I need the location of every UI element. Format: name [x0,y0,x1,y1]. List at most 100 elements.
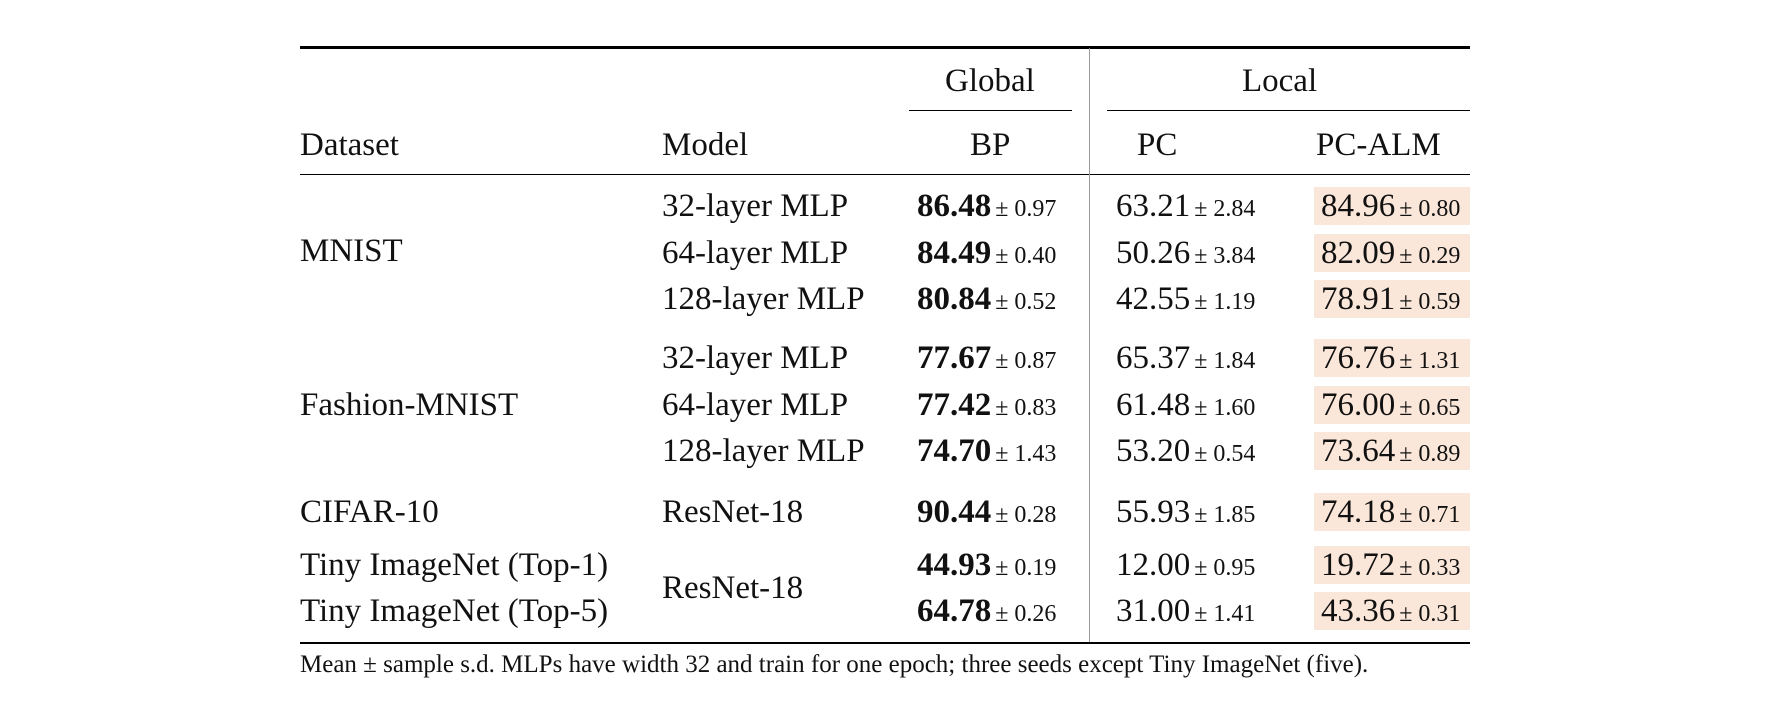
pc-value: 31.00 [1116,593,1191,629]
bottom-rule [300,642,1470,644]
dataset-tiny-top5: Tiny ImageNet (Top-5) [300,593,609,629]
bp-sd: ± 0.26 [995,601,1057,627]
pc-cell: 55.93 ± 1.85 [1116,496,1255,529]
pcalm-cell: 74.18 ± 0.71 [1321,496,1460,529]
pc-sd: ± 1.19 [1194,289,1256,315]
pcalm-value: 76.76 [1321,340,1396,376]
pcalm-highlight [1314,493,1470,531]
model-cell: 32-layer MLP [662,188,849,224]
model-cell: 128-layer MLP [662,433,865,469]
pcalm-highlight [1314,386,1470,424]
pc-cell: 12.00 ± 0.95 [1116,549,1255,582]
bp-cell: 64.78 ± 0.26 [917,595,1056,628]
pc-sd: ± 1.85 [1194,502,1256,528]
pcalm-sd: ± 0.31 [1399,601,1461,627]
pc-value: 42.55 [1116,281,1191,317]
pcalm-cell: 76.76 ± 1.31 [1321,342,1460,375]
pcalm-highlight [1314,592,1470,630]
pcalm-value: 19.72 [1321,547,1396,583]
pcalm-sd: ± 1.31 [1399,348,1461,374]
col-dataset-header: Dataset [300,127,399,163]
pcalm-value: 73.64 [1321,433,1396,469]
pcalm-value: 74.18 [1321,494,1396,530]
bp-cell: 84.49 ± 0.40 [917,237,1056,270]
col-pcalm-header: PC-ALM [1316,127,1441,163]
bp-sd: ± 0.19 [995,555,1057,581]
bp-sd: ± 0.52 [995,289,1057,315]
pc-sd: ± 0.95 [1194,555,1256,581]
pcalm-highlight [1314,234,1470,272]
top-rule [300,46,1470,49]
model-cell: 32-layer MLP [662,340,849,376]
bp-cell: 80.84 ± 0.52 [917,283,1056,316]
pcalm-cell: 19.72 ± 0.33 [1321,549,1460,582]
pc-cell: 61.48 ± 1.60 [1116,389,1255,422]
pcalm-sd: ± 0.59 [1399,289,1461,315]
bp-cell: 86.48 ± 0.97 [917,190,1056,223]
col-model-header: Model [662,127,749,163]
group-local-header: Local [1242,63,1318,99]
pc-sd: ± 2.84 [1194,196,1256,222]
bp-value: 74.70 [917,433,992,469]
header-rule [300,174,1470,175]
dataset-fashion-mnist: Fashion-MNIST [300,387,519,423]
pcalm-cell: 73.64 ± 0.89 [1321,435,1460,468]
model-cell: 64-layer MLP [662,235,849,271]
local-underline [1107,110,1470,111]
bp-cell: 90.44 ± 0.28 [917,496,1056,529]
bp-value: 44.93 [917,547,992,583]
pc-cell: 53.20 ± 0.54 [1116,435,1255,468]
pcalm-sd: ± 0.71 [1399,502,1461,528]
group-global-header: Global [945,63,1035,99]
pcalm-highlight [1314,432,1470,470]
bp-sd: ± 1.43 [995,441,1057,467]
pc-sd: ± 1.60 [1194,395,1256,421]
bp-sd: ± 0.40 [995,243,1057,269]
col-bp-header: BP [970,127,1011,163]
model-cell: 128-layer MLP [662,281,865,317]
pc-value: 55.93 [1116,494,1191,530]
bp-value: 77.67 [917,340,992,376]
bp-value: 84.49 [917,235,992,271]
bp-sd: ± 0.28 [995,502,1057,528]
pcalm-cell: 43.36 ± 0.31 [1321,595,1460,628]
pcalm-sd: ± 0.29 [1399,243,1461,269]
bp-cell: 77.42 ± 0.83 [917,389,1056,422]
pcalm-cell: 76.00 ± 0.65 [1321,389,1460,422]
pcalm-value: 78.91 [1321,281,1396,317]
bp-cell: 44.93 ± 0.19 [917,549,1056,582]
pcalm-cell: 82.09 ± 0.29 [1321,237,1460,270]
pc-value: 63.21 [1116,188,1191,224]
pc-sd: ± 1.84 [1194,348,1256,374]
dataset-mnist: MNIST [300,233,403,269]
pcalm-sd: ± 0.89 [1399,441,1461,467]
bp-value: 86.48 [917,188,992,224]
bp-cell: 77.67 ± 0.87 [917,342,1056,375]
pcalm-highlight [1314,280,1470,318]
global-local-divider [1089,48,1090,642]
dataset-tiny-top1: Tiny ImageNet (Top-1) [300,547,609,583]
pc-sd: ± 3.84 [1194,243,1256,269]
pc-cell: 42.55 ± 1.19 [1116,283,1255,316]
pc-value: 53.20 [1116,433,1191,469]
pcalm-value: 76.00 [1321,387,1396,423]
col-pc-header: PC [1137,127,1178,163]
pc-cell: 63.21 ± 2.84 [1116,190,1255,223]
bp-sd: ± 0.87 [995,348,1057,374]
pc-value: 50.26 [1116,235,1191,271]
pc-cell: 31.00 ± 1.41 [1116,595,1255,628]
pc-value: 65.37 [1116,340,1191,376]
pcalm-cell: 84.96 ± 0.80 [1321,190,1460,223]
dataset-cifar10: CIFAR-10 [300,494,439,530]
pc-cell: 65.37 ± 1.84 [1116,342,1255,375]
model-tiny-resnet: ResNet-18 [662,570,804,606]
model-cell: ResNet-18 [662,494,804,530]
global-underline [909,110,1072,111]
bp-cell: 74.70 ± 1.43 [917,435,1056,468]
bp-sd: ± 0.83 [995,395,1057,421]
bp-sd: ± 0.97 [995,196,1057,222]
bp-value: 90.44 [917,494,992,530]
pc-cell: 50.26 ± 3.84 [1116,237,1255,270]
pcalm-value: 43.36 [1321,593,1396,629]
pcalm-sd: ± 0.65 [1399,395,1461,421]
